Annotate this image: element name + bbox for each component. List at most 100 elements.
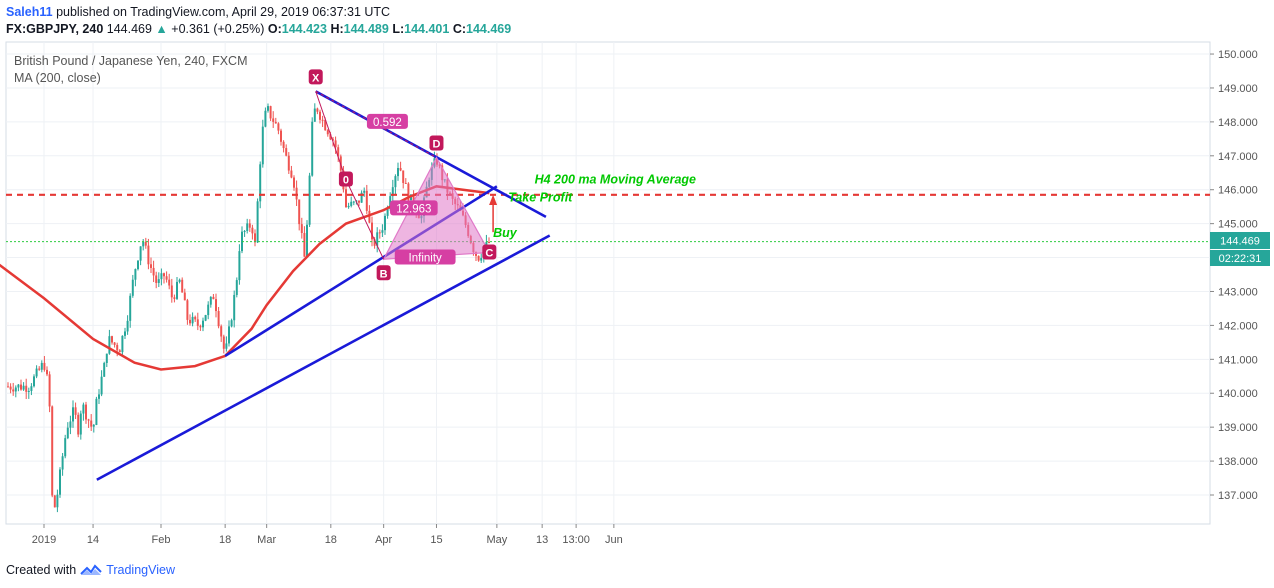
candle-body — [290, 170, 293, 178]
x-tick-label: 18 — [325, 534, 337, 546]
candle-body — [131, 279, 134, 296]
candle-body — [194, 316, 197, 320]
candle-body — [202, 320, 204, 328]
candle-body — [40, 362, 43, 370]
pattern-point-box — [482, 244, 497, 260]
candle-body — [332, 139, 334, 141]
y-tick-label: 141.000 — [1218, 354, 1258, 366]
candle-body — [64, 438, 67, 457]
candle-body — [191, 316, 194, 324]
close-label: C: — [452, 22, 467, 36]
candle-body — [77, 414, 80, 435]
candle-body — [12, 389, 15, 392]
candle-body — [46, 369, 48, 375]
candle-body — [376, 232, 379, 246]
open-label: O: — [267, 22, 282, 36]
candle-body — [59, 469, 61, 495]
candle-body — [233, 294, 236, 321]
y-tick-label: 150.000 — [1218, 49, 1258, 61]
x-tick-label: Mar — [257, 534, 276, 546]
pattern-point-box — [429, 135, 444, 151]
candle-body — [20, 384, 22, 390]
candle-body — [35, 368, 38, 377]
candle-body — [274, 121, 277, 124]
candle-body — [207, 304, 210, 316]
candle-body — [189, 319, 191, 324]
x-tick-label: 13 — [536, 534, 548, 546]
candle-body — [116, 344, 119, 351]
candle-body — [248, 223, 251, 228]
y-tick-label: 138.000 — [1218, 456, 1258, 468]
candle-body — [316, 108, 319, 112]
pattern-point-box — [338, 171, 353, 187]
candle-body — [22, 385, 25, 390]
tradingview-brand[interactable]: TradingView — [106, 563, 175, 577]
published-text: published on TradingView.com, April 29, … — [56, 5, 391, 19]
candle-body — [38, 368, 41, 370]
candle-body — [360, 192, 363, 203]
x-tick-label: May — [486, 534, 507, 546]
candle-body — [368, 210, 371, 223]
candle-body — [178, 279, 181, 282]
pattern-point-label: X — [312, 72, 320, 84]
take-profit-arrowhead — [489, 194, 498, 205]
candle-body — [373, 239, 376, 246]
plot-area[interactable] — [5, 41, 1211, 525]
y-tick-label: 145.000 — [1218, 219, 1258, 231]
candle-body — [129, 295, 132, 321]
high-label: H: — [330, 22, 344, 36]
username[interactable]: Saleh11 — [6, 5, 53, 19]
trend-line — [96, 234, 551, 481]
candle-body — [103, 362, 106, 377]
candle-body — [147, 245, 150, 265]
candle-body — [25, 385, 28, 392]
low-value: 144.401 — [404, 22, 450, 36]
x-tick-label: 15 — [430, 534, 442, 546]
pattern-point-label: B — [380, 268, 388, 280]
candle-body — [27, 390, 30, 392]
candle-body — [90, 420, 93, 427]
candle-body — [126, 320, 129, 332]
candle-body — [53, 495, 56, 508]
time-axis[interactable]: 2019 14 Feb 18 Mar 18 Apr 15 May 13 13:00 Jun — [32, 524, 623, 546]
candle-body — [308, 175, 311, 225]
candle-body — [267, 106, 269, 111]
candle-body — [475, 252, 477, 256]
candle-body — [33, 376, 35, 387]
candle-body — [105, 353, 108, 363]
candle-body — [319, 111, 321, 120]
candle-body — [337, 147, 340, 157]
candle-body — [113, 342, 116, 345]
candle-body — [150, 264, 152, 268]
y-tick-label: 147.000 — [1218, 151, 1258, 163]
candle-body — [79, 413, 82, 435]
candle-body — [170, 285, 173, 298]
candle-body — [230, 320, 233, 327]
candle-body — [95, 398, 98, 425]
candle-body — [313, 108, 316, 122]
pattern-point-box — [308, 69, 323, 85]
candle-body — [378, 232, 381, 234]
candle-body — [246, 223, 249, 231]
candle-body — [69, 421, 72, 428]
candle-body — [243, 230, 246, 232]
candle-body — [215, 299, 217, 312]
x-tick-label: 14 — [87, 534, 99, 546]
candle-body — [196, 319, 199, 326]
candle-body — [261, 126, 264, 165]
candle-body — [326, 130, 329, 135]
candle-body — [92, 424, 95, 427]
candle-body — [108, 336, 111, 354]
price-axis[interactable]: 137.000 138.000 139.000 140.000 141.000 142.0… — [1210, 49, 1258, 502]
candle-body — [124, 331, 126, 336]
y-tick-label: 149.000 — [1218, 83, 1258, 95]
open-value: 144.423 — [281, 22, 327, 36]
candle-body — [225, 343, 228, 349]
y-tick-label: 143.000 — [1218, 286, 1258, 298]
candle-body — [272, 118, 275, 122]
candle-body — [235, 280, 238, 295]
up-arrow-icon: ▲ — [155, 22, 168, 36]
candle-body — [152, 267, 155, 276]
candle-body — [358, 200, 360, 203]
